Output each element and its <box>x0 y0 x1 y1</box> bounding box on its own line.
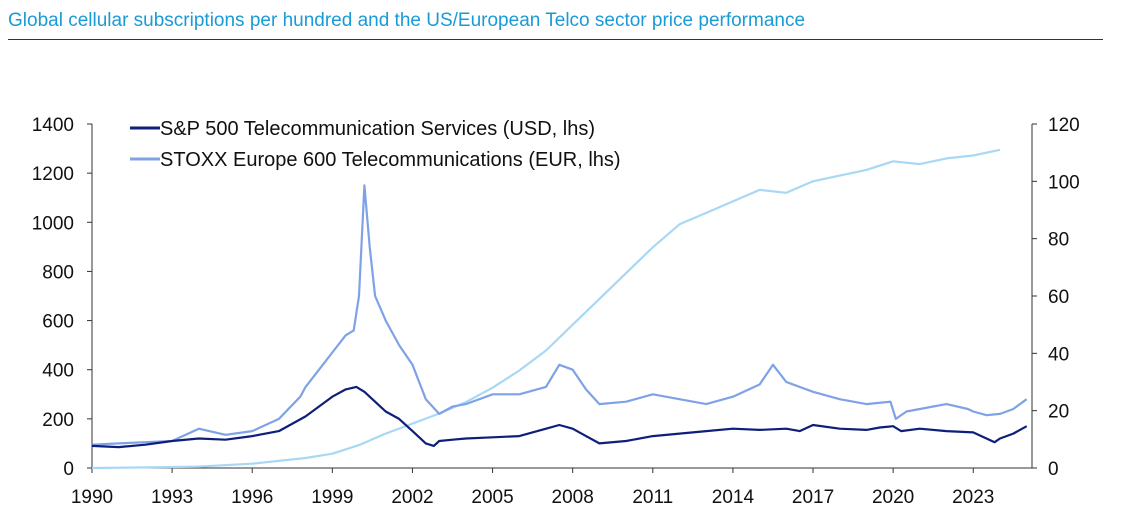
legend-label: STOXX Europe 600 Telecommunications (EUR… <box>160 149 621 171</box>
axes-group: 0 200 400 600 800 1000 1200 1400 0 20 40 60 80 100 120… <box>32 115 1080 508</box>
y-tick-label-right: 20 <box>1048 402 1069 423</box>
series-line-sp500 <box>91 385 1028 449</box>
y-tick-label-left: 0 <box>63 459 74 480</box>
x-tick-label: 1999 <box>311 487 353 508</box>
x-tick-label: 2017 <box>792 487 834 508</box>
y-tick-label-right: 100 <box>1048 172 1080 193</box>
legend: S&P 500 Telecommunication Services (USD,… <box>130 118 621 171</box>
y-tick-label-left: 200 <box>42 410 74 431</box>
x-tick-label: 1993 <box>151 487 193 508</box>
y-tick-label-right: 80 <box>1048 230 1069 251</box>
y-tick-label-right: 120 <box>1048 115 1080 136</box>
series-line-stoxx <box>91 184 1028 446</box>
x-tick-label: 2020 <box>872 487 914 508</box>
y-tick-label-left: 400 <box>42 361 74 382</box>
y-tick-label-right: 40 <box>1048 344 1069 365</box>
x-tick-label: 2011 <box>632 487 673 508</box>
y-tick-label-left: 1000 <box>32 213 74 234</box>
x-tick-label: 2005 <box>471 487 513 508</box>
y-tick-label-left: 600 <box>42 312 74 333</box>
x-tick-label: 1990 <box>71 487 113 508</box>
y-tick-label-right: 0 <box>1048 459 1059 480</box>
series-line-cellular <box>91 148 1001 470</box>
x-tick-label: 2008 <box>552 487 594 508</box>
y-tick-label-left: 1400 <box>32 115 74 136</box>
x-tick-label: 1996 <box>231 487 273 508</box>
title-divider <box>8 39 1103 40</box>
x-tick-label: 2002 <box>391 487 433 508</box>
y-tick-label-right: 60 <box>1048 287 1069 308</box>
legend-label: S&P 500 Telecommunication Services (USD,… <box>160 118 595 140</box>
x-tick-label: 2023 <box>952 487 994 508</box>
x-tick-label: 2014 <box>712 487 755 508</box>
y-tick-label-left: 800 <box>42 262 74 283</box>
chart-title: Global cellular subscriptions per hundre… <box>8 10 806 31</box>
series-group <box>91 148 1028 470</box>
y-tick-label-left: 1200 <box>32 164 74 185</box>
